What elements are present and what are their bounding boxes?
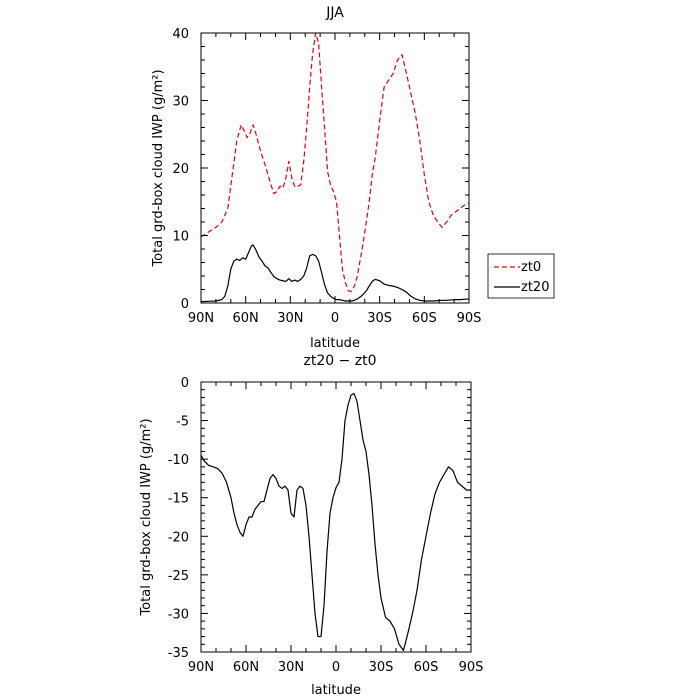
bottom-y-tick-label: -10 <box>168 453 189 468</box>
bottom-panel: zt20 − zt0 90N 60N 30N 0 30S 60S 90S 0 -5 -10 -15 -… <box>139 353 483 698</box>
top-x-tick-label: 0 <box>331 311 339 326</box>
top-y-tick-label: 20 <box>172 162 189 177</box>
bottom-x-tick-label: 60S <box>414 660 439 675</box>
bottom-y-tick-label: -20 <box>168 530 189 545</box>
bottom-y-axis-title: Total grd-box cloud IWP (g/m²) <box>139 418 154 616</box>
top-y-tick-label: 10 <box>172 230 189 245</box>
bottom-y-tick-label: 0 <box>181 376 189 391</box>
top-series-line-zt0 <box>200 32 470 293</box>
bottom-x-tick-label: 30S <box>369 660 394 675</box>
top-x-tick-label: 60N <box>233 311 259 326</box>
bottom-x-tick-label: 60N <box>233 660 259 675</box>
bottom-x-tick-label: 90N <box>188 660 214 675</box>
legend-label-zt0: zt0 <box>521 260 541 275</box>
top-plot-frame <box>200 32 470 304</box>
top-y-tick-label: 40 <box>172 27 189 42</box>
bottom-plot-frame <box>200 381 472 653</box>
bottom-chart-title: zt20 − zt0 <box>303 353 376 369</box>
bottom-y-tick-label: -15 <box>168 492 189 507</box>
bottom-y-tick-label: -25 <box>168 569 189 584</box>
top-x-tick-label: 60S <box>412 311 437 326</box>
bottom-y-tick-label: -30 <box>168 607 189 622</box>
top-x-tick-label: 30N <box>277 311 303 326</box>
bottom-x-axis-title: latitude <box>311 683 361 698</box>
top-chart-title: JJA <box>325 5 344 21</box>
legend-label-zt20: zt20 <box>521 280 549 295</box>
top-panel: JJA 90N 60N 30N 0 30S 60S 90S 0 10 20 30 40 latitud… <box>151 5 555 351</box>
top-y-axis-title: Total grd-box cloud IWP (g/m²) <box>151 69 166 267</box>
legend-box <box>487 253 555 299</box>
top-y-tick-label: 0 <box>181 297 189 312</box>
bottom-x-tick-label: 30N <box>278 660 304 675</box>
top-x-tick-label: 90N <box>188 311 214 326</box>
bottom-y-tick-label: -5 <box>176 415 189 430</box>
top-x-tick-label: 30S <box>367 311 392 326</box>
bottom-x-tick-label: 90S <box>459 660 484 675</box>
bottom-y-tick-label: -35 <box>168 646 189 661</box>
top-series-line-zt20 <box>200 244 470 303</box>
bottom-series-line-difference <box>200 392 471 652</box>
bottom-x-tick-label: 0 <box>332 660 340 675</box>
top-x-axis-title: latitude <box>310 336 360 351</box>
top-y-tick-label: 30 <box>172 95 189 110</box>
top-legend: zt0 zt20 <box>487 253 555 299</box>
top-x-tick-label: 90S <box>457 311 482 326</box>
